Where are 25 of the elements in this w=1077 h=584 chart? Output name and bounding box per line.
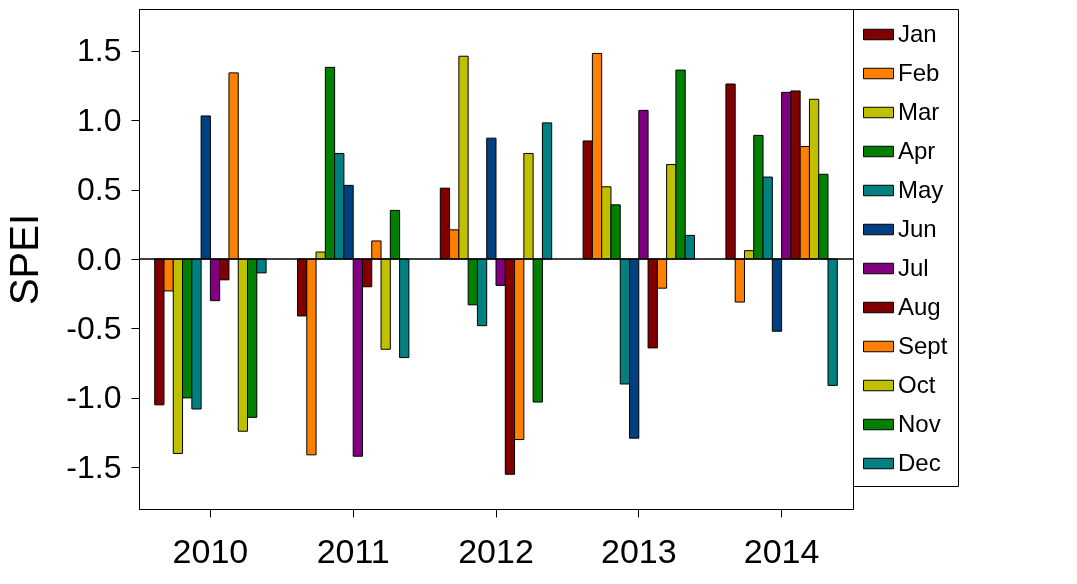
x-tick-label: 2012: [458, 531, 534, 570]
y-tick-label: 1.0: [77, 101, 122, 138]
x-tick-label: 2014: [743, 531, 820, 570]
legend-label: Mar: [898, 97, 940, 125]
legend-label: Sept: [898, 331, 948, 359]
legend-label: Jul: [898, 253, 929, 281]
legend-label: Aug: [898, 292, 941, 320]
legend-label: Jun: [898, 214, 937, 242]
y-tick-label: -0.5: [66, 309, 122, 346]
legend-label: Oct: [898, 370, 936, 398]
y-axis-title: SPEI: [2, 213, 47, 306]
x-tick-label: 2010: [172, 531, 249, 570]
y-tick-label: 0.0: [77, 240, 122, 277]
x-tick-label: 2013: [600, 531, 677, 570]
y-tick-label: 1.5: [77, 32, 122, 69]
legend-label: Apr: [898, 136, 936, 164]
y-tick-label: -1.0: [66, 379, 122, 416]
legend-label: Feb: [898, 58, 940, 86]
legend-label: Nov: [898, 409, 941, 437]
legend-label: Jan: [898, 19, 937, 47]
legend-label: Dec: [898, 448, 941, 476]
x-tick-label: 2011: [316, 531, 390, 570]
y-tick-label: -1.5: [66, 448, 122, 485]
y-tick-label: 0.5: [77, 171, 122, 208]
legend-label: May: [898, 175, 944, 203]
